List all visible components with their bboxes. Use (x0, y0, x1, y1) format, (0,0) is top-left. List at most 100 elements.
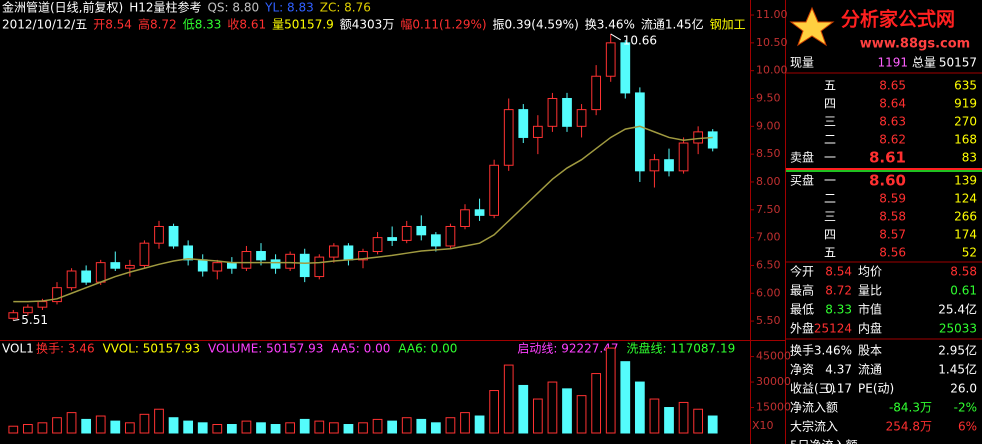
volume-bar (460, 412, 470, 434)
stat-cell: 均价 (858, 265, 882, 279)
volume-bar (52, 417, 62, 434)
book-volume: 270 (954, 115, 977, 129)
candle-body (532, 125, 543, 138)
volume-bar (489, 390, 500, 434)
volume-bar (678, 401, 689, 434)
volume-bar (154, 408, 164, 434)
y-tick-label: 8.00 (756, 175, 781, 188)
book-level: 一 (824, 151, 836, 165)
candle-body (445, 225, 456, 247)
volume-bar (285, 422, 296, 434)
volume-bar (8, 425, 19, 434)
candle-body (605, 42, 616, 77)
candle-body (358, 251, 368, 261)
y-tick-label: 45000 (756, 350, 791, 363)
book-volume: 635 (954, 79, 977, 93)
y-tick-label: 7.00 (756, 231, 781, 244)
volume-bar (474, 415, 485, 434)
candle-body (95, 262, 106, 283)
candle-body (693, 131, 704, 144)
y-tick-label: 6.50 (756, 258, 781, 271)
y-tick-label: 30000 (756, 375, 791, 388)
volume-bar (693, 408, 704, 434)
candle-body (518, 109, 529, 138)
book-volume: 168 (954, 133, 977, 147)
header-item: 振0.39(4.59%) (493, 18, 579, 32)
stat-cell: 1.45亿 (938, 362, 977, 377)
volume-bar (532, 398, 543, 434)
header-item: 低8.33 (183, 18, 222, 32)
stat-cell: 8.54 (825, 265, 852, 279)
volume-bar (314, 420, 325, 434)
volume-bar (110, 420, 121, 434)
book-price: 8.63 (879, 115, 906, 129)
y-tick-label: 10.50 (756, 36, 788, 49)
low-pointer (13, 319, 20, 322)
stat-cell: 股本 (858, 344, 882, 358)
volume-bar (328, 422, 339, 434)
volume-bar (270, 424, 281, 434)
volume-bar (124, 422, 135, 434)
unit-label: X10 (752, 419, 774, 432)
volume-bar (576, 395, 587, 434)
volume-bar (37, 422, 48, 434)
logo-url: www.88gs.com (860, 37, 970, 52)
book-price: 8.57 (879, 228, 906, 242)
volume-bar (430, 422, 441, 434)
book-price: 8.65 (879, 79, 906, 93)
volume-bar (343, 424, 354, 434)
header-item: 开8.54 (93, 18, 132, 32)
stat-cell: 0.17 (825, 382, 852, 396)
header-item: 高8.72 (138, 17, 177, 32)
book-price: 8.62 (879, 133, 906, 147)
book-price: 8.64 (879, 97, 906, 111)
header-item: 流通1.45亿 (641, 17, 704, 32)
volume-title: VOL1 (2, 342, 34, 356)
low-label: 5.51 (21, 313, 48, 327)
volume-bar (562, 388, 572, 434)
book-level: 四 (824, 97, 836, 111)
candle-body (634, 92, 645, 172)
header-item: 2012/10/12/五 (2, 18, 87, 32)
header-item: 幅0.11(1.29%) (400, 17, 486, 32)
candle-body (124, 264, 135, 269)
candle-body (562, 97, 572, 127)
candle-body (430, 234, 441, 247)
book-volume: 124 (954, 192, 977, 206)
candle-body (183, 245, 194, 261)
volume-bar (503, 364, 514, 434)
candle-body (547, 97, 558, 127)
high-pointer (610, 33, 621, 41)
candle-body (256, 251, 266, 261)
book-divider (786, 170, 982, 172)
candle-body (649, 159, 660, 172)
book-price: 8.59 (879, 192, 906, 206)
candle-body (664, 159, 674, 172)
header-item: 换3.46% (585, 18, 635, 32)
volume-bar (95, 415, 106, 434)
candle-body (139, 242, 150, 266)
stat-cell: 最高 (790, 283, 814, 298)
candle-body (314, 256, 325, 278)
candle-body (8, 312, 19, 319)
book-volume: 266 (954, 210, 977, 224)
y-tick-label: 7.50 (756, 203, 781, 216)
header-item: 量50157.9 (272, 18, 334, 32)
volume-bar (445, 417, 456, 434)
volume-bar (81, 418, 92, 434)
volume-bar (22, 424, 33, 434)
stat-cell: 4.37 (825, 363, 852, 377)
volume-bar (66, 412, 77, 434)
volume-bar (387, 420, 398, 434)
book-level: 四 (824, 228, 836, 242)
flow-cell: -2% (954, 401, 977, 415)
volume-bar (183, 420, 194, 434)
flow-cell: 净流入额 (790, 401, 838, 415)
book-volume: 83 (962, 151, 977, 165)
volume-legend: AA5: 0.00 (331, 342, 390, 356)
book-volume: 919 (954, 97, 977, 111)
candle-body (299, 253, 310, 278)
candle-body (270, 259, 281, 269)
candle-body (474, 209, 485, 216)
